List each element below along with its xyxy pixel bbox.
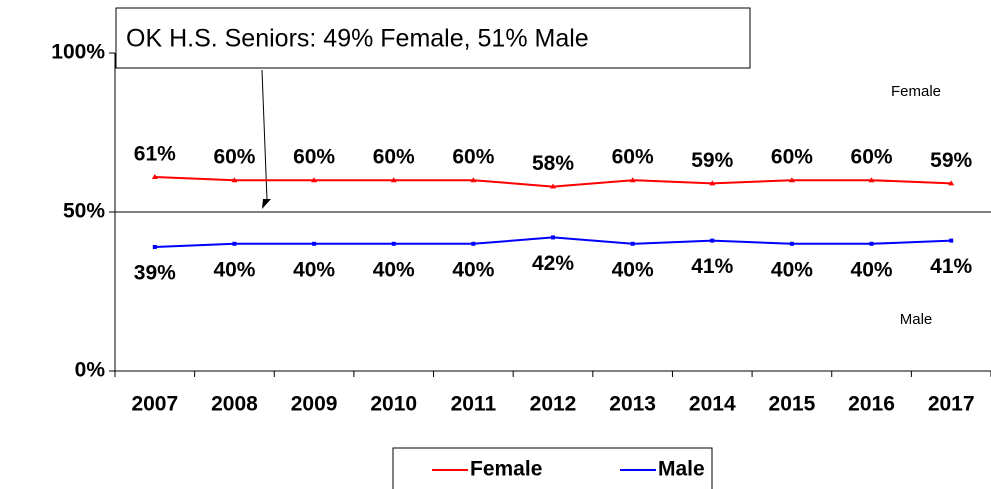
marker bbox=[629, 177, 636, 183]
marker bbox=[868, 177, 875, 183]
marker bbox=[391, 241, 396, 246]
arrow bbox=[261, 69, 268, 201]
data-label: 61% bbox=[134, 143, 176, 166]
y-tick-label: 50% bbox=[63, 200, 105, 223]
annotation: Male bbox=[900, 311, 933, 328]
data-label: 60% bbox=[771, 146, 813, 169]
data-label: 60% bbox=[452, 146, 494, 169]
arrow-head bbox=[262, 199, 271, 209]
marker bbox=[390, 177, 397, 183]
data-label: 40% bbox=[452, 258, 494, 281]
data-label: 41% bbox=[930, 255, 972, 278]
data-label: 41% bbox=[691, 255, 733, 278]
data-label: 60% bbox=[213, 146, 255, 169]
x-tick-label: 2017 bbox=[928, 393, 975, 416]
marker bbox=[630, 241, 635, 246]
x-tick-label: 2013 bbox=[609, 393, 656, 416]
marker bbox=[789, 241, 794, 246]
y-tick-label: 0% bbox=[75, 359, 106, 382]
data-label: 58% bbox=[532, 152, 574, 175]
data-label: 39% bbox=[134, 262, 176, 285]
marker bbox=[470, 177, 477, 183]
data-label: 40% bbox=[373, 258, 415, 281]
x-tick-label: 2011 bbox=[451, 393, 497, 416]
marker bbox=[949, 238, 954, 243]
marker bbox=[152, 244, 157, 249]
marker bbox=[869, 241, 874, 246]
data-label: 40% bbox=[213, 258, 255, 281]
legend-label: Female bbox=[470, 458, 542, 481]
marker bbox=[948, 180, 955, 186]
marker bbox=[551, 235, 555, 240]
data-label: 60% bbox=[293, 146, 335, 169]
annotation: OK H.S. Seniors: 49% Female, 51% Male bbox=[126, 25, 589, 53]
marker bbox=[710, 238, 715, 243]
x-tick-label: 2016 bbox=[848, 393, 895, 416]
x-tick-label: 2014 bbox=[689, 393, 736, 416]
x-tick-label: 2008 bbox=[211, 393, 258, 416]
data-label: 60% bbox=[373, 146, 415, 169]
x-tick-label: 2015 bbox=[769, 393, 816, 416]
marker bbox=[709, 180, 716, 186]
data-label: 40% bbox=[612, 258, 654, 281]
data-label: 59% bbox=[691, 149, 733, 172]
marker bbox=[311, 177, 318, 183]
marker bbox=[231, 177, 238, 183]
annotation: Female bbox=[891, 83, 941, 100]
marker bbox=[312, 241, 317, 246]
y-tick-label: 100% bbox=[51, 41, 105, 64]
marker bbox=[232, 241, 237, 246]
x-tick-label: 2007 bbox=[131, 393, 178, 416]
data-label: 42% bbox=[532, 252, 574, 275]
data-label: 40% bbox=[851, 258, 893, 281]
marker bbox=[151, 174, 158, 180]
data-label: 59% bbox=[930, 149, 972, 172]
data-label: 60% bbox=[851, 146, 893, 169]
x-tick-label: 2010 bbox=[370, 393, 417, 416]
marker bbox=[471, 241, 476, 246]
x-tick-label: 2009 bbox=[291, 393, 338, 416]
x-tick-label: 2012 bbox=[530, 393, 577, 416]
legend-label: Male bbox=[658, 458, 705, 481]
marker bbox=[788, 177, 795, 183]
data-label: 40% bbox=[293, 258, 335, 281]
legend bbox=[392, 447, 713, 489]
data-label: 60% bbox=[612, 146, 654, 169]
annotation-box bbox=[115, 7, 751, 69]
data-label: 40% bbox=[771, 258, 813, 281]
marker bbox=[550, 183, 556, 189]
